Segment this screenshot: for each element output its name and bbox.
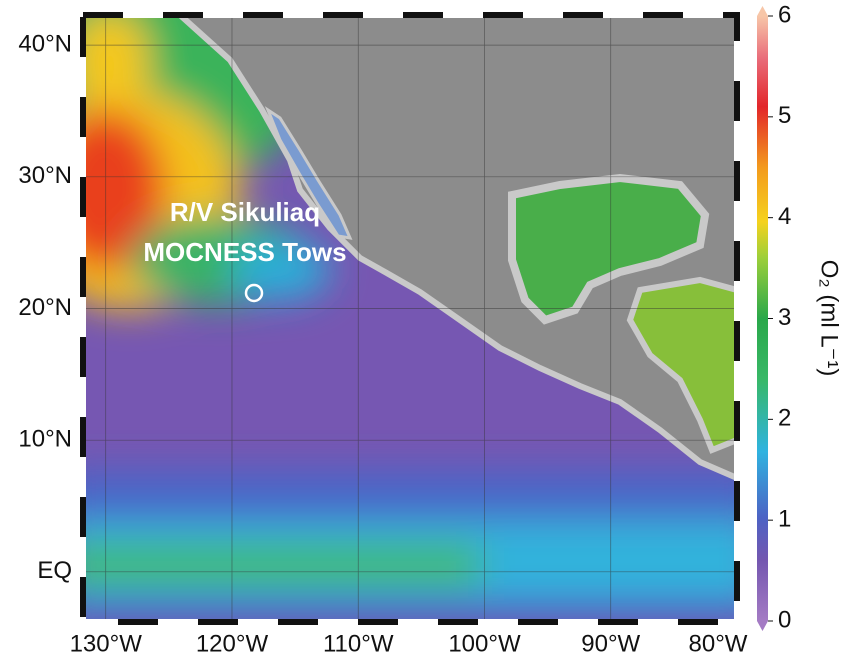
- graticule: [83, 15, 737, 622]
- annotation-line: MOCNESS Tows: [143, 237, 346, 267]
- lon-tick-label: 130°W: [70, 630, 143, 657]
- colorbar-tick-label: 0: [778, 606, 791, 633]
- lon-tick-label: 110°W: [323, 630, 394, 657]
- colorbar-tick-label: 1: [778, 506, 791, 533]
- lat-tick-label: 30°N: [18, 162, 72, 189]
- tow-site: [244, 283, 264, 303]
- lon-tick-label: 100°W: [448, 630, 521, 657]
- lon-tick-label: 90°W: [581, 630, 640, 657]
- lat-tick-label: 20°N: [18, 294, 72, 321]
- colorbar-tick-label: 5: [778, 102, 791, 129]
- colorbar-extend: [757, 6, 768, 16]
- gulf-of-california: [264, 106, 353, 240]
- lat-tick-label: 10°N: [18, 426, 72, 453]
- frame-ticks: [80, 12, 740, 625]
- colorbar: [757, 16, 768, 621]
- gulf-of-mexico: [508, 173, 710, 325]
- lat-tick-label: EQ: [37, 557, 72, 584]
- colorbar-tick-label: 3: [778, 304, 791, 331]
- lat-tick-label: 40°N: [18, 30, 72, 57]
- colorbar-extend: [757, 621, 768, 631]
- lon-tick-label: 80°W: [689, 630, 748, 657]
- caribbean: [626, 276, 737, 454]
- colorbar-tick-label: 2: [778, 405, 791, 432]
- lon-tick-label: 120°W: [196, 630, 269, 657]
- colorbar-tick-label: 4: [778, 203, 791, 230]
- watermark: Ocean Data View: [745, 532, 754, 597]
- tick-labels: 40°N 30°N 20°N 10°N EQ 130°W 120°W 110°W 100°W 90…: [18, 1, 791, 657]
- annotation-line: R/V Sikuliaq: [170, 197, 320, 227]
- colorbar-label: O₂ (ml L⁻¹): [816, 260, 843, 377]
- colorbar-tick-label: 6: [778, 1, 791, 28]
- map-area: R/V Sikuliaq MOCNESS Tows Ocean Data Vie…: [83, 15, 754, 622]
